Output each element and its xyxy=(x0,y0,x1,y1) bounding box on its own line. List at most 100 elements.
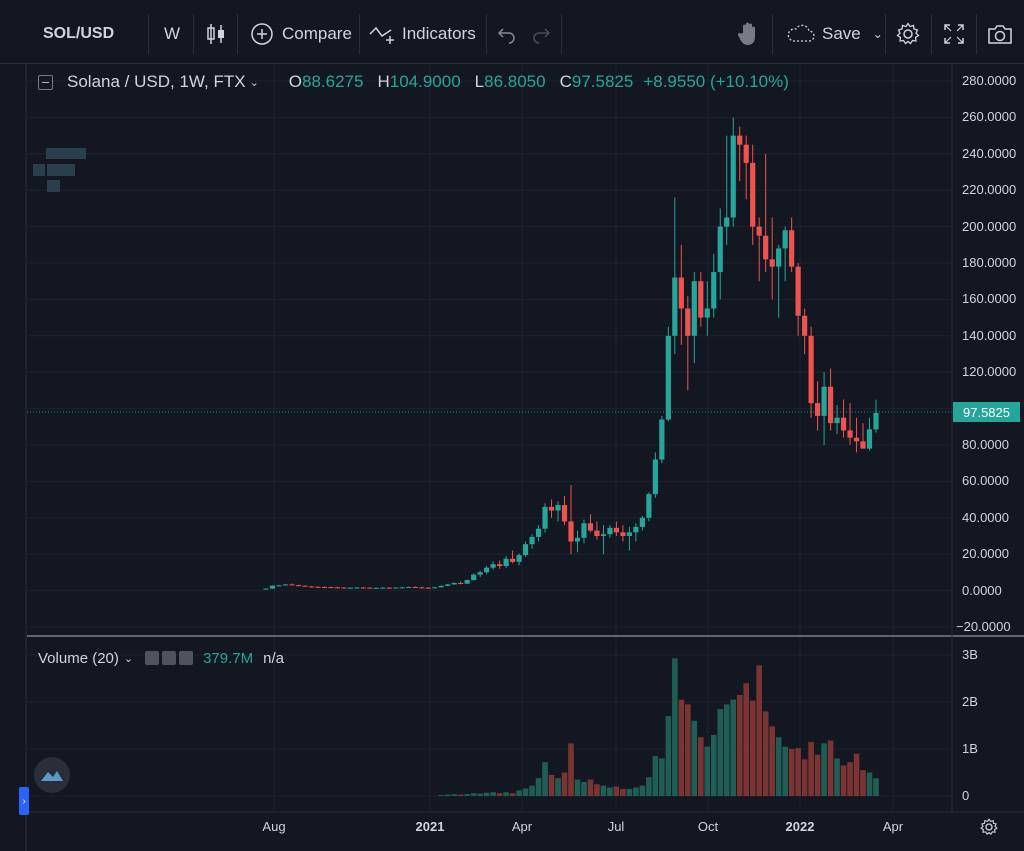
gear-icon[interactable] xyxy=(162,651,177,665)
volume-bar xyxy=(853,753,860,796)
volume-bar xyxy=(509,793,516,796)
candle-body xyxy=(542,506,548,529)
eye-icon[interactable] xyxy=(145,651,160,665)
price-tick-label: −20.0000 xyxy=(956,619,1011,634)
volume-tick-label: 3B xyxy=(962,647,978,662)
compare-button[interactable]: Compare xyxy=(250,14,352,54)
volume-bar xyxy=(795,748,801,796)
volume-bar xyxy=(542,762,548,796)
candle-body xyxy=(866,429,873,449)
volume-bar xyxy=(691,720,698,796)
candle-body xyxy=(802,315,808,336)
candle-body xyxy=(321,586,328,588)
volume-bar xyxy=(496,793,503,796)
collapse-legend-icon[interactable] xyxy=(38,74,53,90)
snapshot-button[interactable] xyxy=(987,14,1013,54)
settings-button[interactable] xyxy=(896,14,920,54)
volume-pane[interactable] xyxy=(27,637,952,811)
open-key: O xyxy=(288,72,303,91)
candle-body xyxy=(386,587,392,589)
gear-icon xyxy=(896,22,920,45)
volume-bar xyxy=(704,746,711,796)
candle-body xyxy=(263,588,269,590)
close-icon[interactable] xyxy=(179,651,194,665)
candle-body xyxy=(308,586,315,588)
candle-body xyxy=(652,459,658,495)
volume-value: 379.7M xyxy=(203,649,254,667)
candle-body xyxy=(574,537,581,542)
volume-bar xyxy=(840,765,847,796)
indicators-label: Indicators xyxy=(402,24,476,43)
volume-title[interactable]: Volume (20) xyxy=(38,649,119,667)
candle-body xyxy=(769,259,775,267)
undo-button[interactable] xyxy=(497,14,517,54)
tradingview-logo[interactable] xyxy=(34,757,70,793)
volume-bar xyxy=(600,785,607,796)
candle-body xyxy=(860,441,866,449)
candle-body xyxy=(814,403,821,416)
candle-body xyxy=(756,226,762,236)
chart-style-button[interactable] xyxy=(205,14,227,54)
candle-body xyxy=(451,582,457,585)
candle-body xyxy=(607,527,613,535)
last-price-tag: 97.5825 xyxy=(953,402,1020,422)
candle-body xyxy=(367,587,373,589)
volume-bar xyxy=(827,740,834,796)
toolbar-divider xyxy=(237,14,238,54)
mountain-icon xyxy=(41,771,63,781)
candle-body xyxy=(873,413,879,430)
candle-body xyxy=(840,417,847,431)
toolbar-divider xyxy=(359,14,360,54)
price-pane[interactable] xyxy=(27,64,952,635)
candle-body xyxy=(691,281,697,336)
candle-body xyxy=(477,572,483,575)
volume-bar xyxy=(678,699,685,796)
fullscreen-button[interactable] xyxy=(943,14,965,54)
price-tick-label: 20.0000 xyxy=(962,546,1009,562)
price-tick-label: 280.0000 xyxy=(962,73,1017,88)
candle-body xyxy=(393,587,399,589)
expand-sidebar-handle[interactable]: › xyxy=(19,787,29,815)
save-button[interactable]: Save ⌄ xyxy=(786,14,883,54)
volume-tick-label: 1B xyxy=(962,741,978,756)
volume-bar xyxy=(652,756,659,796)
indicators-button[interactable]: Indicators xyxy=(369,14,476,54)
drag-mode-button[interactable] xyxy=(736,14,760,54)
price-tick-label: 60.0000 xyxy=(962,473,1009,489)
candle-body xyxy=(535,528,542,537)
price-tick-label: 260.0000 xyxy=(962,109,1017,125)
candle-body xyxy=(503,558,509,567)
volume-bar xyxy=(457,794,464,796)
candle-body xyxy=(633,526,639,533)
series-title[interactable]: Solana / USD, 1W, FTX xyxy=(67,72,246,91)
candle-body xyxy=(555,505,561,511)
volume-bar xyxy=(685,704,691,796)
chevron-down-icon[interactable]: ⌄ xyxy=(872,27,883,41)
price-tick-label: 140.0000 xyxy=(962,327,1017,343)
cloud-icon xyxy=(787,24,815,42)
redo-button[interactable] xyxy=(531,14,551,54)
interval-button[interactable]: W xyxy=(164,24,181,43)
volume-bar xyxy=(613,786,620,796)
volume-legend[interactable]: Volume (20) ⌄ 379.7M n/a xyxy=(38,647,284,669)
candle-body xyxy=(438,585,444,588)
candle-body xyxy=(302,585,308,587)
undo-icon xyxy=(497,28,515,44)
toolbar-divider xyxy=(772,14,773,54)
chevron-down-icon[interactable]: ⌄ xyxy=(249,76,259,89)
volume-na: n/a xyxy=(263,649,284,667)
volume-bar xyxy=(438,795,445,796)
series-legend[interactable]: Solana / USD, 1W, FTX ⌄ O 88.6275 H 104.90… xyxy=(38,70,789,94)
axis-settings-button[interactable] xyxy=(980,818,998,841)
volume-bar xyxy=(568,743,574,796)
candle-body xyxy=(665,335,671,420)
candle-body xyxy=(289,584,295,586)
candle-body xyxy=(458,582,464,584)
symbol-search-button[interactable]: SOL/USD xyxy=(43,25,115,42)
volume-bar xyxy=(847,762,853,796)
chevron-down-icon[interactable]: ⌄ xyxy=(123,652,134,665)
redo-icon xyxy=(533,28,551,44)
price-tick-label: 200.0000 xyxy=(962,218,1017,234)
plus-circle-icon xyxy=(251,23,273,45)
